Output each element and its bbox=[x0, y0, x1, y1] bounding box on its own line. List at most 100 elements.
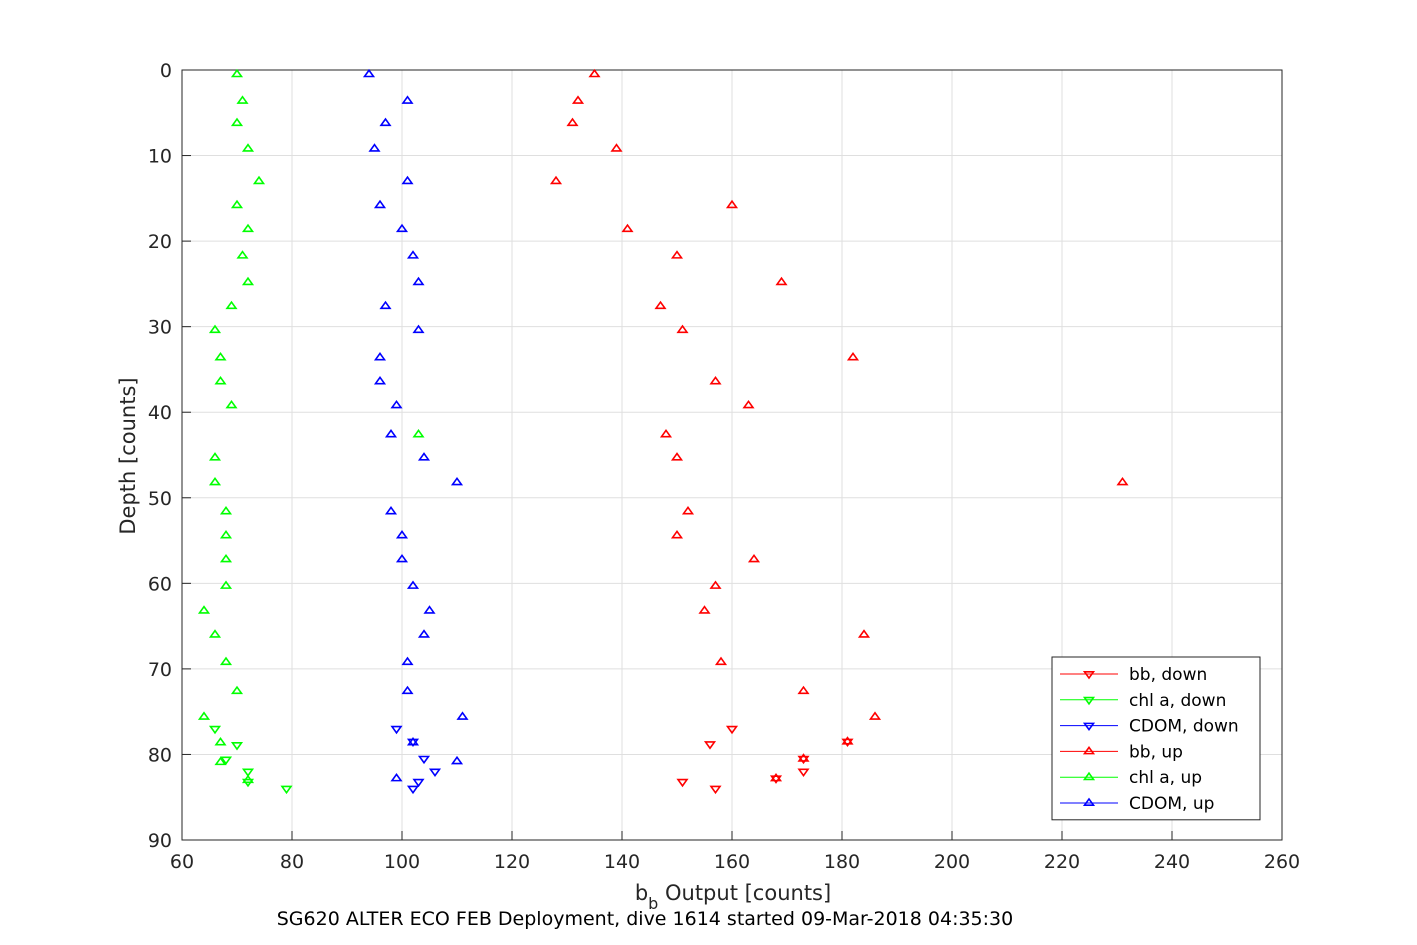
data-point-up-marker bbox=[225, 300, 238, 310]
data-point-up-marker bbox=[775, 276, 788, 286]
data-point-up-marker bbox=[379, 117, 392, 127]
data-point-up-marker bbox=[670, 452, 684, 461]
data-point-up-marker bbox=[241, 223, 255, 233]
data-point-down-marker bbox=[709, 785, 722, 795]
data-point-up-marker bbox=[368, 143, 381, 152]
data-point-up-marker bbox=[681, 506, 695, 515]
data-point-up-marker bbox=[362, 68, 376, 78]
data-point-up-marker bbox=[621, 223, 634, 233]
x-axis-label-main: b bbox=[635, 881, 648, 905]
data-point-down-marker bbox=[703, 741, 717, 750]
data-point-up-marker bbox=[670, 529, 684, 539]
legend-box bbox=[1051, 656, 1261, 821]
data-point-up-marker bbox=[373, 199, 387, 209]
data-point-up-marker bbox=[219, 656, 233, 666]
x-tick-label: 80 bbox=[280, 851, 304, 873]
data-point-up-marker bbox=[241, 774, 255, 784]
data-point-up-marker bbox=[219, 580, 233, 589]
legend-entry-label: chl a, down bbox=[1129, 691, 1226, 711]
data-point-up-marker bbox=[252, 175, 266, 185]
data-point-down-marker bbox=[406, 785, 420, 795]
data-point-up-marker bbox=[208, 324, 222, 334]
legend-down-marker bbox=[1082, 670, 1096, 680]
x-tick-label: 200 bbox=[934, 851, 970, 873]
x-axis-label-subscript: b bbox=[648, 894, 658, 913]
y-tick-label: 70 bbox=[148, 659, 172, 681]
data-point-down-marker bbox=[841, 738, 854, 748]
data-point-up-marker bbox=[208, 629, 222, 638]
data-point-up-marker bbox=[571, 95, 585, 104]
data-point-down-marker bbox=[390, 725, 403, 735]
data-point-up-marker bbox=[241, 276, 255, 286]
y-tick-label: 60 bbox=[148, 573, 172, 595]
data-point-down-marker bbox=[280, 785, 293, 795]
data-point-up-marker bbox=[230, 685, 244, 695]
series-bb-down bbox=[676, 725, 854, 795]
data-point-up-marker bbox=[379, 300, 392, 310]
y-tick-label: 40 bbox=[148, 402, 172, 424]
data-point-up-marker bbox=[401, 175, 414, 185]
x-tick-label: 120 bbox=[494, 851, 530, 873]
data-point-down-marker bbox=[676, 778, 689, 788]
x-axis-label-rest: Output [counts] bbox=[658, 881, 831, 905]
legend-down-marker bbox=[1082, 722, 1096, 732]
data-point-up-marker bbox=[714, 656, 728, 666]
legend-entry-label: chl a, up bbox=[1129, 768, 1202, 788]
legend-entry-label: bb, down bbox=[1129, 665, 1207, 685]
y-tick-label: 30 bbox=[148, 317, 172, 339]
data-point-down-marker bbox=[797, 755, 810, 765]
data-point-up-marker bbox=[725, 199, 739, 209]
data-point-up-marker bbox=[846, 352, 860, 361]
data-point-up-marker bbox=[241, 143, 255, 152]
data-point-down-marker bbox=[230, 742, 244, 751]
x-tick-label: 260 bbox=[1264, 851, 1300, 873]
data-point-up-marker bbox=[417, 452, 431, 461]
y-tick-label: 90 bbox=[148, 830, 172, 852]
x-tick-label: 220 bbox=[1044, 851, 1080, 873]
data-point-down-marker bbox=[769, 775, 783, 784]
data-point-down-marker bbox=[797, 768, 810, 777]
data-point-up-marker bbox=[417, 629, 431, 638]
legend-entry-label: CDOM, up bbox=[1129, 794, 1214, 814]
y-tick-label: 0 bbox=[160, 60, 172, 82]
y-tick-label: 80 bbox=[148, 744, 172, 766]
data-point-up-marker bbox=[384, 506, 398, 515]
data-point-up-marker bbox=[797, 753, 810, 762]
data-point-up-marker bbox=[225, 399, 238, 409]
data-point-up-marker bbox=[698, 605, 711, 614]
data-point-up-marker bbox=[214, 737, 227, 746]
data-point-up-marker bbox=[654, 300, 667, 310]
data-point-up-marker bbox=[406, 580, 420, 589]
data-point-up-marker bbox=[197, 605, 211, 614]
data-point-up-marker bbox=[659, 429, 673, 438]
data-point-up-marker bbox=[412, 324, 425, 334]
data-point-up-marker bbox=[1116, 476, 1129, 486]
data-point-up-marker bbox=[412, 429, 425, 438]
data-point-up-marker bbox=[797, 685, 810, 695]
x-tick-label: 180 bbox=[824, 851, 860, 873]
axis-ticks: 60 80 100 120 140 160 180 200 220 240 260 0 10 20 30 40… bbox=[148, 60, 1300, 873]
data-point-up-marker bbox=[219, 506, 233, 515]
data-point-up-marker bbox=[219, 529, 233, 539]
data-point-up-marker bbox=[841, 736, 854, 745]
x-tick-label: 140 bbox=[604, 851, 640, 873]
data-point-down-marker bbox=[219, 756, 233, 766]
y-tick-label: 20 bbox=[148, 231, 172, 253]
data-point-up-marker bbox=[423, 605, 436, 614]
y-tick-label: 50 bbox=[148, 488, 172, 510]
data-point-down-marker bbox=[412, 778, 425, 788]
data-point-up-marker bbox=[549, 175, 563, 185]
data-point-up-marker bbox=[401, 685, 414, 695]
legend-up-marker bbox=[1082, 771, 1096, 781]
legend-up-marker bbox=[1082, 745, 1096, 755]
data-point-up-marker bbox=[709, 580, 722, 589]
series-bb-up bbox=[549, 68, 1129, 782]
data-point-up-marker bbox=[450, 755, 464, 765]
x-tick-label: 100 bbox=[384, 851, 420, 873]
data-point-up-marker bbox=[412, 276, 425, 286]
x-tick-label: 60 bbox=[170, 851, 194, 873]
data-markers bbox=[197, 68, 1129, 795]
data-point-up-marker bbox=[450, 476, 464, 486]
data-point-up-marker bbox=[390, 399, 403, 409]
